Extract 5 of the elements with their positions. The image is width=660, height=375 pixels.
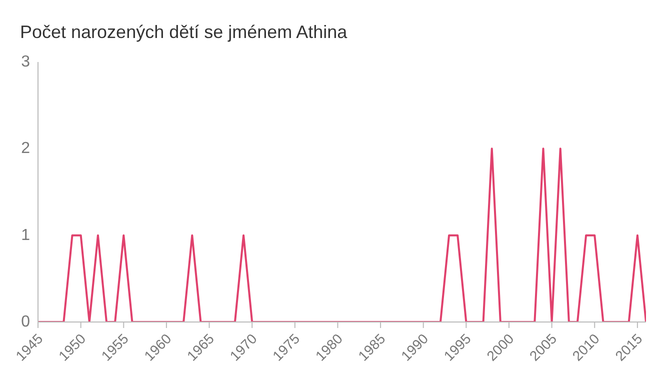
y-tick-label: 2 <box>21 140 30 158</box>
y-tick-label: 3 <box>21 54 30 70</box>
y-tick-label: 0 <box>21 314 30 330</box>
chart-title: Počet narozených dětí se jménem Athina <box>20 22 348 43</box>
y-tick-label: 1 <box>21 226 30 244</box>
